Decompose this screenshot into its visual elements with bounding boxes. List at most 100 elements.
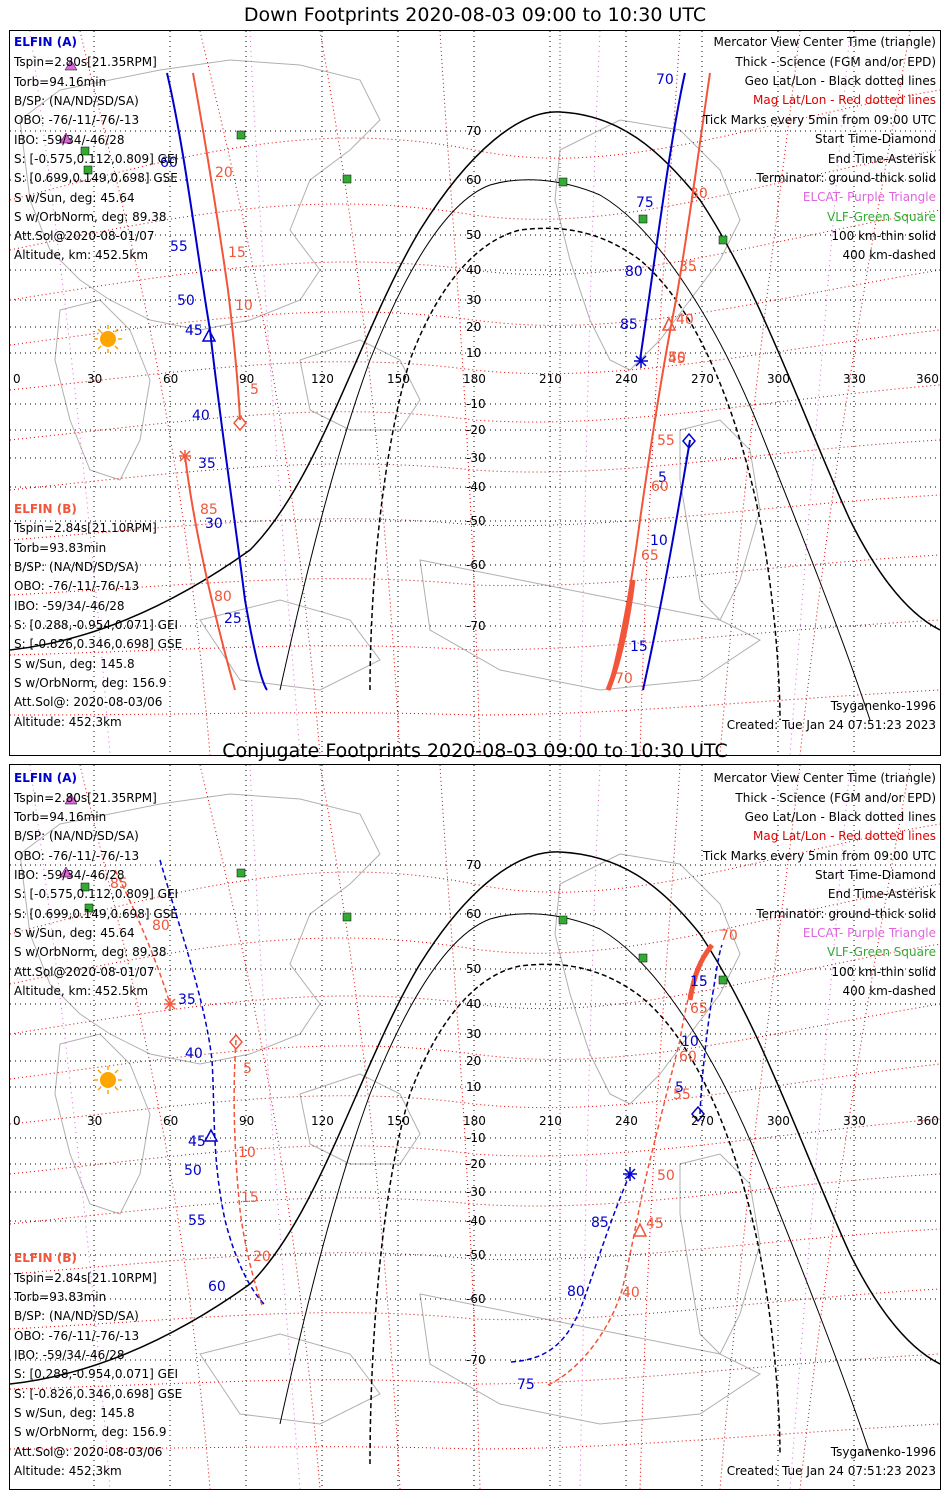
lat-tick: -10 (466, 1131, 486, 1145)
tick-label: 15 (241, 1190, 259, 1206)
track-elfin-a-east-conj (509, 944, 723, 1363)
info-line: Altitude, km: 452.5km (14, 984, 148, 998)
tick-label: 60 (208, 1279, 226, 1295)
lat-tick: 70 (466, 858, 481, 872)
tick-label: 40 (622, 1285, 640, 1301)
asterisk-icon (164, 998, 176, 1010)
sun-icon (94, 325, 122, 353)
created-label: Created: Tue Jan 24 07:51:23 2023 (727, 1464, 936, 1478)
axis-labels-conj: 0 30 60 90 120 150 180 210 240 270 300 3… (13, 858, 939, 1367)
info-line: Torb=93.83min (13, 1290, 106, 1304)
info-line: Altitude, km: 452.5km (14, 248, 148, 262)
info-line: S w/Sun, deg: 45.64 (14, 191, 135, 205)
lon-tick: 150 (387, 1114, 410, 1128)
info-line: Torb=94.16min (13, 810, 106, 824)
tick-label: 5 (250, 382, 259, 398)
tick-label: 25 (224, 611, 242, 627)
tick-label: 50 (657, 1168, 675, 1184)
elcat-lines-conj (29, 765, 851, 1489)
legend-item: Terminator: ground-thick solid (755, 907, 936, 921)
info-line: Torb=93.83min (13, 541, 106, 555)
info-line: S: [0.288,-0.954,0.071] GEI (14, 1367, 178, 1381)
info-line: Tspin=2.80s[21.35RPM] (13, 55, 157, 69)
info-line: S: [-0.575,0.112,0.809] GEI (14, 152, 178, 166)
tick-label: 80 (567, 1284, 585, 1300)
triangle-icon (59, 132, 73, 144)
asterisk-icon (634, 354, 648, 368)
info-line: B/SP: (NA/ND/SD/SA) (14, 829, 139, 843)
lat-tick: -50 (466, 1248, 486, 1262)
markers-conj (59, 793, 705, 1237)
tick-label: 40 (676, 312, 694, 328)
tick-label: 15 (630, 639, 648, 655)
model-label: Tsyganenko-1996 (830, 1445, 936, 1459)
map-frame-down (9, 30, 941, 756)
lat-tick: -30 (466, 451, 486, 465)
coastlines-down (19, 59, 761, 691)
lat-tick: 60 (466, 907, 481, 921)
lat-tick: -50 (466, 514, 486, 528)
legend-item: 400 km-dashed (842, 248, 936, 262)
legend-item: ELCAT- Purple Triangle (803, 926, 936, 940)
legend-item: Mercator View Center Time (triangle) (714, 771, 936, 785)
square-icon (342, 912, 352, 922)
tick-label: 80 (214, 589, 232, 605)
tick-label: 30 (205, 516, 223, 532)
tick-label: 70 (615, 671, 633, 687)
vlf-stations-conj (80, 868, 728, 985)
lon-tick: 330 (843, 1114, 866, 1128)
info-line: Att.Sol@2020-08-01/07 (14, 965, 155, 979)
lat-tick: 40 (466, 263, 481, 277)
tick-label: 20 (215, 165, 233, 181)
legend-item: VLF-Green Square (827, 210, 936, 224)
diamond-icon (691, 1105, 705, 1123)
info-line: S w/OrbNorm, deg: 156.9 (14, 1425, 166, 1439)
lon-tick: 120 (311, 372, 334, 386)
tick-label: 80 (152, 918, 170, 934)
info-line: S: [0.699,0.149,0.698] GSE (14, 171, 178, 185)
elcat-lines-down (29, 31, 851, 755)
info-line: B/SP: (NA/ND/SD/SA) (14, 560, 139, 574)
elfin-b-heading: ELFIN (B) (14, 1251, 77, 1265)
square-icon (638, 953, 648, 963)
elfin-a-info-conj: ELFIN (A) Tspin=2.80s[21.35RPM] Torb=94.… (13, 771, 178, 998)
track-elfin-b-east-conj (547, 943, 714, 1386)
lon-tick: 120 (311, 1114, 334, 1128)
elfin-a-info-down: ELFIN (A) Tspin=2.80s[21.35RPM] Torb=94.… (13, 35, 178, 262)
lon-tick: 360 (916, 1114, 939, 1128)
diamond-icon (682, 432, 696, 450)
lat-tick: -70 (466, 1353, 486, 1367)
tick-label: 10 (235, 298, 253, 314)
tick-label: 50 (668, 350, 686, 366)
markers-down (59, 59, 696, 462)
lon-tick: 270 (691, 1114, 714, 1128)
lat-tick: -60 (466, 558, 486, 572)
tick-label: 40 (185, 1046, 203, 1062)
tick-label: 80 (625, 264, 643, 280)
square-icon (236, 130, 246, 140)
square-icon (638, 214, 648, 224)
tick-label: 65 (641, 548, 659, 564)
lat-tick: 50 (466, 228, 481, 242)
square-icon (718, 235, 728, 245)
info-line: Torb=94.16min (13, 75, 106, 89)
info-line: OBO: -76/-11/-76/-13 (14, 579, 139, 593)
info-line: Tspin=2.84s[21.10RPM] (13, 521, 157, 535)
info-line: S w/Sun, deg: 45.64 (14, 926, 135, 940)
lon-tick: 300 (767, 372, 790, 386)
tick-label: 5 (658, 470, 667, 486)
legend-item: Mercator View Center Time (triangle) (714, 35, 936, 49)
tick-label: 20 (253, 1249, 271, 1265)
diamond-icon (233, 414, 247, 432)
square-icon (718, 975, 728, 985)
elfin-a-heading: ELFIN (A) (14, 35, 77, 49)
tick-label: 85 (620, 317, 638, 333)
tick-label: 45 (646, 1216, 664, 1232)
lat-tick: 40 (466, 997, 481, 1011)
terminator-ground-down (10, 111, 940, 651)
track-elfin-a-west-down (166, 72, 268, 691)
legend-conj: Mercator View Center Time (triangle) Thi… (702, 771, 936, 1478)
geo-grid-down (10, 31, 940, 755)
axis-labels-down: 0 30 60 90 120 150 180 210 240 270 300 3… (13, 124, 939, 633)
tick-label: 55 (170, 239, 188, 255)
